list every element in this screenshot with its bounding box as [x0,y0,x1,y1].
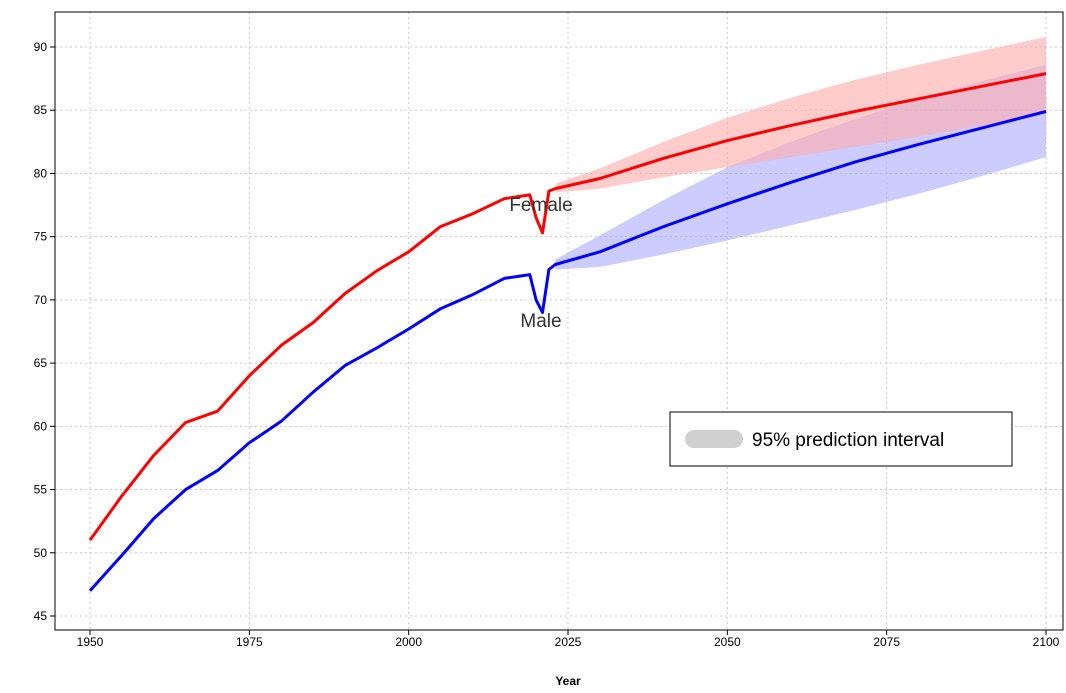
y-tick-label-85: 85 [34,103,48,117]
series-label-male: Male [520,311,561,332]
x-tick-label-2000: 2000 [395,635,422,649]
series-label-female: Female [509,195,572,216]
y-tick-label-70: 70 [34,293,48,307]
plot-frame [54,11,1064,631]
legend: 95% prediction interval [669,411,1013,467]
series-line-female [88,72,1047,541]
x-tick-label-2100: 2100 [1033,635,1060,649]
legend-label-prediction-interval: 95% prediction interval [752,430,944,451]
y-tick-label-65: 65 [34,356,48,370]
x-tick-label-1975: 1975 [236,635,263,649]
series-line-male [88,110,1047,592]
x-tick-label-2025: 2025 [555,635,582,649]
x-tick-label-2050: 2050 [714,635,741,649]
y-tick-label-60: 60 [34,419,48,433]
y-tick-label-55: 55 [34,483,48,497]
x-tick-label-1950: 1950 [77,635,104,649]
y-tick-label-45: 45 [34,609,48,623]
y-tick-label-75: 75 [34,230,48,244]
y-tick-label-90: 90 [34,40,48,54]
x-axis-title: Year [555,674,581,688]
legend-swatch-prediction-interval [685,430,743,448]
y-tick-label-50: 50 [34,546,48,560]
y-tick-label-80: 80 [34,166,48,180]
x-tick-label-2075: 2075 [873,635,900,649]
